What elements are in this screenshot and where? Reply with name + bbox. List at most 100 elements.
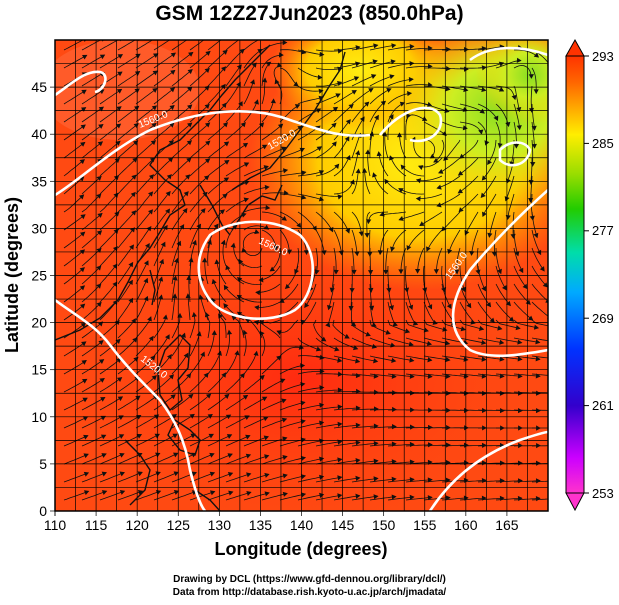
- streamline: [405, 283, 413, 310]
- streamline-arrowhead: [258, 122, 265, 128]
- streamline-arrowhead: [533, 232, 539, 239]
- streamline: [261, 229, 277, 251]
- streamline: [459, 479, 486, 483]
- streamline: [477, 409, 505, 412]
- streamline-arrowhead: [373, 458, 379, 464]
- streamline-arrowhead: [334, 163, 340, 170]
- streamline-arrowhead: [116, 88, 123, 94]
- streamline: [207, 40, 222, 51]
- streamline: [63, 89, 87, 105]
- streamline: [171, 69, 193, 87]
- streamline: [387, 443, 414, 447]
- streamline-arrowhead: [351, 90, 357, 95]
- streamline: [243, 40, 260, 51]
- streamline: [117, 157, 138, 177]
- streamline: [477, 46, 504, 51]
- streamline: [351, 408, 378, 411]
- streamline: [364, 168, 371, 195]
- streamline: [243, 436, 269, 447]
- x-tick-label: 120: [125, 517, 149, 533]
- streamline: [81, 124, 104, 141]
- streamline: [464, 211, 479, 235]
- streamline-arrowhead: [187, 69, 193, 75]
- streamline: [189, 192, 208, 213]
- streamline: [261, 99, 274, 123]
- streamline: [315, 106, 338, 123]
- streamline: [222, 240, 227, 267]
- streamline: [369, 373, 396, 378]
- streamline-arrowhead: [221, 66, 227, 72]
- streamline: [387, 92, 412, 105]
- streamline-arrowhead: [383, 269, 389, 275]
- streamline-arrowhead: [144, 242, 150, 249]
- streamline: [459, 355, 486, 361]
- streamline: [369, 496, 396, 501]
- streamline-arrowhead: [100, 434, 107, 440]
- streamline-arrowhead: [499, 356, 505, 362]
- streamline-arrowhead: [493, 115, 499, 121]
- streamline: [207, 141, 229, 159]
- streamline: [351, 150, 359, 177]
- streamline: [135, 453, 160, 465]
- streamline-arrowhead: [445, 356, 451, 363]
- streamline: [333, 459, 360, 465]
- streamline-arrowhead: [191, 311, 197, 318]
- streamline: [531, 480, 548, 483]
- streamline-arrowhead: [225, 34, 229, 38]
- streamline: [513, 65, 532, 79]
- streamline: [261, 169, 288, 177]
- streamline: [285, 265, 299, 289]
- streamline: [81, 359, 104, 375]
- streamline: [189, 491, 215, 501]
- streamline: [477, 62, 504, 69]
- streamline-arrowhead: [331, 122, 337, 128]
- streamline-arrowhead: [170, 394, 176, 400]
- streamline-arrowhead: [337, 475, 343, 481]
- streamline-arrowhead: [445, 373, 451, 379]
- streamline-arrowhead: [205, 393, 212, 399]
- streamline: [459, 283, 472, 308]
- streamline-arrowhead: [407, 90, 413, 97]
- streamline: [135, 375, 157, 393]
- streamline: [315, 389, 342, 393]
- streamline-arrowhead: [461, 286, 466, 293]
- streamline-arrowhead: [119, 490, 126, 495]
- streamline: [117, 337, 138, 357]
- streamline: [315, 406, 342, 411]
- streamline-arrowhead: [79, 231, 86, 237]
- streamline-arrowhead: [337, 457, 343, 463]
- streamline: [513, 229, 519, 256]
- streamline-arrowhead: [355, 440, 361, 446]
- streamline: [153, 191, 171, 213]
- streamline: [99, 377, 122, 393]
- streamline: [81, 54, 105, 69]
- streamline: [550, 230, 563, 253]
- streamline: [387, 319, 410, 333]
- streamline-arrowhead: [498, 86, 505, 92]
- streamline: [333, 337, 358, 350]
- streamline: [495, 283, 511, 306]
- streamline-arrowhead: [301, 170, 307, 176]
- streamline: [171, 86, 193, 105]
- streamline: [495, 85, 516, 100]
- streamline: [531, 373, 548, 376]
- streamline-arrowhead: [535, 408, 541, 414]
- streamline-arrowhead: [79, 159, 85, 165]
- streamline: [387, 355, 414, 362]
- streamline: [207, 66, 226, 87]
- streamline-arrowhead: [190, 36, 194, 40]
- streamline-arrowhead: [264, 184, 270, 191]
- streamline: [205, 312, 211, 339]
- streamline: [204, 258, 209, 285]
- streamline-arrowhead: [536, 249, 542, 256]
- streamline-arrowhead: [345, 119, 351, 125]
- streamline-arrowhead: [415, 196, 421, 202]
- streamline-arrowhead: [528, 74, 534, 79]
- streamline: [332, 319, 350, 339]
- streamline: [480, 175, 497, 198]
- streamline: [99, 358, 122, 375]
- streamline: [99, 264, 118, 285]
- streamline: [117, 298, 133, 321]
- streamline-arrowhead: [264, 472, 270, 478]
- streamline-arrowhead: [498, 61, 505, 67]
